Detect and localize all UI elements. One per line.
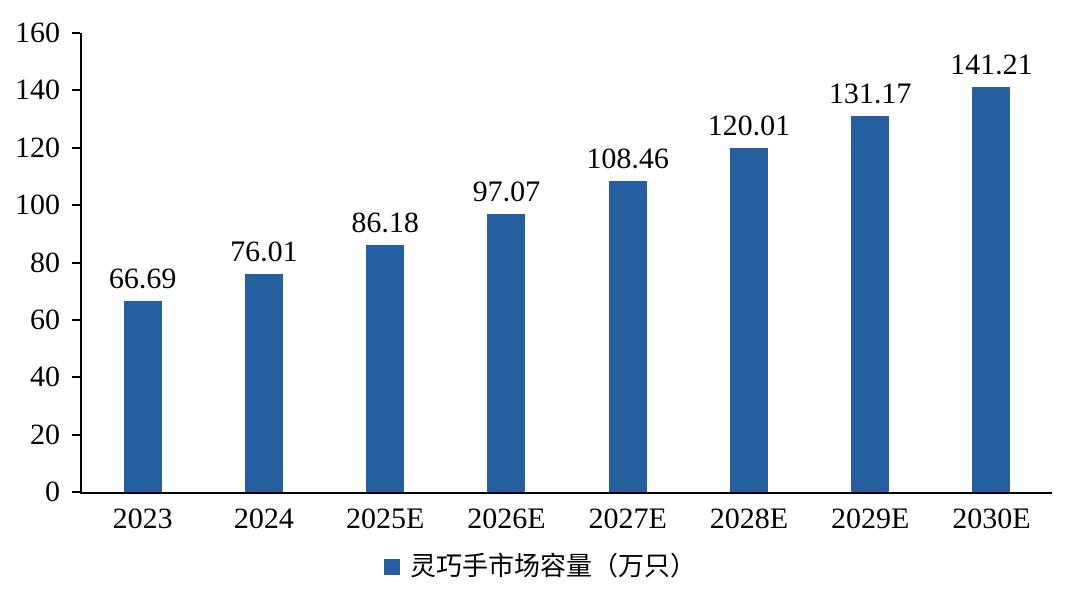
value-label-2030E: 141.21 [950,47,1033,81]
bar-2030E [972,86,1011,492]
value-label-2027E: 108.46 [586,141,669,175]
bar-2027E [608,180,647,492]
y-axis-tick-label: 120 [15,130,60,164]
y-axis-tick-label: 20 [30,417,60,451]
x-axis-label-2029E: 2029E [830,502,910,535]
x-axis-label-2023: 2023 [112,502,173,535]
y-axis-tick-label: 100 [15,188,60,222]
bar-2024 [244,273,283,492]
bar-2026E [487,213,526,492]
value-label-2026E: 97.07 [472,174,541,208]
y-axis-tick [72,89,80,92]
x-axis-label-2025E: 2025E [345,502,425,535]
x-axis-label-2030E: 2030E [952,502,1031,535]
value-label-2028E: 120.01 [707,108,791,142]
y-axis-tick [72,318,80,321]
bar-2025E [366,244,405,492]
y-axis-tick-label: 80 [30,245,60,279]
y-axis-tick [72,204,80,207]
value-label-2025E: 86.18 [351,205,419,239]
value-label-2023: 66.69 [108,261,177,295]
y-axis-tick [72,146,80,149]
plot-area: 0 20 40 60 80 100 120 140 160 66.69 2023 76.01 2024 8… [15,16,1052,535]
bar-2028E [729,147,768,492]
y-axis-tick-label: 140 [15,73,60,107]
y-axis-tick [72,32,80,34]
y-axis-tick-label: 160 [15,16,60,49]
x-axis-label-2027E: 2027E [588,502,667,535]
legend: 灵巧手市场容量（万只） [0,551,1080,583]
y-axis-tick-label: 60 [30,302,60,336]
x-axis-label-2024: 2024 [233,502,294,535]
bar-2029E [851,115,890,492]
y-axis-tick [72,433,80,436]
y-axis-tick [72,491,80,493]
legend-swatch [383,559,400,575]
x-axis-label-2028E: 2028E [709,502,789,535]
y-axis-tick-label: 0 [45,475,60,508]
legend-label: 灵巧手市场容量（万只） [409,552,696,581]
value-label-2024: 76.01 [230,234,298,268]
y-axis-tick [72,376,80,379]
y-axis-tick-label: 40 [30,360,60,394]
bar-2023 [123,300,162,492]
value-label-2029E: 131.17 [828,76,912,110]
y-axis-tick [72,261,80,264]
x-axis-label-2026E: 2026E [467,502,546,535]
